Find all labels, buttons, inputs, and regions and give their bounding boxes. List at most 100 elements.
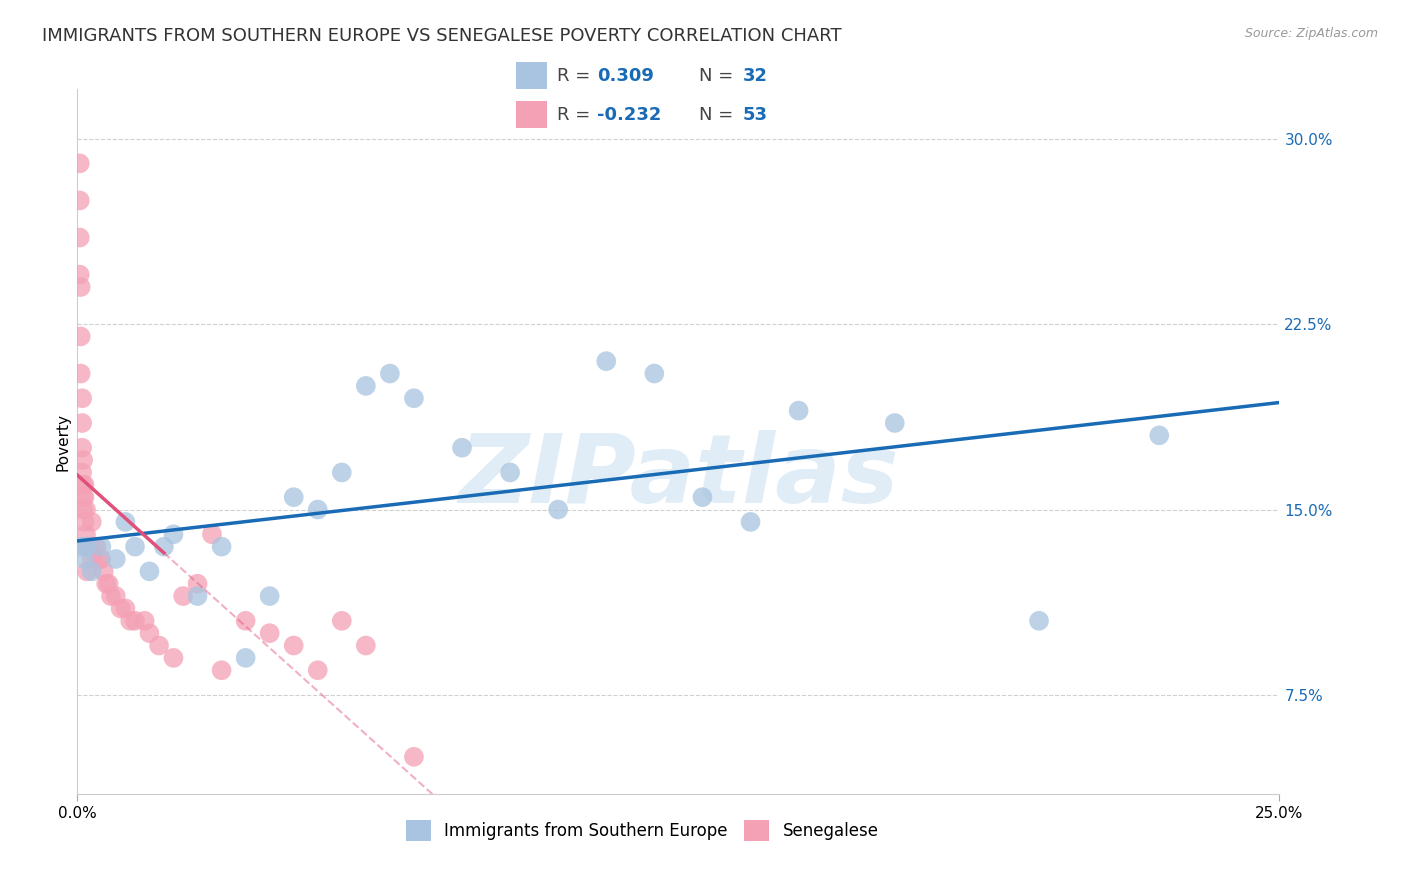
Point [69, 194, 91, 208]
Point [93, 565, 115, 579]
Point [402, 391, 425, 405]
Point [787, 403, 810, 417]
Point [354, 639, 377, 653]
Point [595, 354, 617, 368]
Point [110, 601, 132, 615]
Point [138, 626, 160, 640]
Point [172, 589, 194, 603]
Point [72, 478, 94, 492]
Point [73, 515, 96, 529]
Point [72, 502, 94, 516]
Point [97, 576, 120, 591]
Point [692, 490, 714, 504]
Point [378, 367, 401, 381]
Point [259, 589, 281, 603]
Point [76, 540, 98, 554]
Point [124, 614, 146, 628]
Point [186, 576, 209, 591]
Point [499, 466, 522, 480]
Point [235, 614, 257, 628]
Text: -0.232: -0.232 [598, 105, 662, 123]
Point [124, 540, 146, 554]
Point [70, 466, 93, 480]
Point [740, 515, 762, 529]
Point [104, 589, 127, 603]
Text: R =: R = [557, 67, 596, 85]
Point [80, 552, 103, 566]
Point [402, 749, 425, 764]
Point [75, 527, 97, 541]
Point [1028, 614, 1050, 628]
Point [72, 453, 94, 467]
Point [72, 490, 94, 504]
Point [162, 651, 184, 665]
Text: 32: 32 [742, 67, 768, 85]
Point [451, 441, 474, 455]
Text: IMMIGRANTS FROM SOUTHERN EUROPE VS SENEGALESE POVERTY CORRELATION CHART: IMMIGRANTS FROM SOUTHERN EUROPE VS SENEG… [42, 27, 842, 45]
Point [70, 441, 93, 455]
Point [134, 614, 156, 628]
Point [307, 663, 329, 677]
Point [354, 379, 377, 393]
Point [114, 515, 136, 529]
Point [211, 663, 233, 677]
Point [90, 552, 112, 566]
Text: ZIPatlas: ZIPatlas [458, 430, 898, 524]
Point [73, 552, 96, 566]
Point [76, 565, 98, 579]
FancyBboxPatch shape [516, 62, 547, 89]
Text: Source: ZipAtlas.com: Source: ZipAtlas.com [1244, 27, 1378, 40]
Point [69, 329, 91, 343]
Point [90, 540, 112, 554]
Point [330, 466, 353, 480]
Point [80, 565, 103, 579]
Point [104, 552, 127, 566]
Point [114, 601, 136, 615]
Point [86, 540, 108, 554]
Point [162, 527, 184, 541]
Point [69, 230, 91, 244]
Text: 0.309: 0.309 [598, 67, 654, 85]
Point [69, 367, 91, 381]
Point [83, 540, 105, 554]
Point [70, 416, 93, 430]
Point [235, 651, 257, 665]
Point [283, 490, 305, 504]
Point [70, 391, 93, 405]
Text: N =: N = [699, 67, 738, 85]
Point [307, 502, 329, 516]
Point [883, 416, 905, 430]
Point [80, 515, 103, 529]
Y-axis label: Poverty: Poverty [55, 412, 70, 471]
Point [547, 502, 569, 516]
Legend: Immigrants from Southern Europe, Senegalese: Immigrants from Southern Europe, Senegal… [398, 812, 887, 849]
Point [75, 502, 97, 516]
Point [201, 527, 224, 541]
Point [153, 540, 176, 554]
Point [120, 614, 142, 628]
Point [87, 552, 110, 566]
Point [69, 280, 91, 294]
Point [76, 540, 98, 554]
FancyBboxPatch shape [516, 101, 547, 128]
Point [69, 268, 91, 282]
Point [79, 540, 101, 554]
Point [1149, 428, 1171, 442]
Point [138, 565, 160, 579]
Point [211, 540, 233, 554]
Point [73, 490, 96, 504]
Text: N =: N = [699, 105, 738, 123]
Point [148, 639, 170, 653]
Point [259, 626, 281, 640]
Text: 53: 53 [742, 105, 768, 123]
Point [643, 367, 665, 381]
Point [69, 156, 91, 170]
Text: R =: R = [557, 105, 596, 123]
Point [330, 614, 353, 628]
Point [73, 478, 96, 492]
Point [96, 576, 118, 591]
Point [70, 540, 93, 554]
Point [283, 639, 305, 653]
Point [100, 589, 122, 603]
Point [186, 589, 209, 603]
